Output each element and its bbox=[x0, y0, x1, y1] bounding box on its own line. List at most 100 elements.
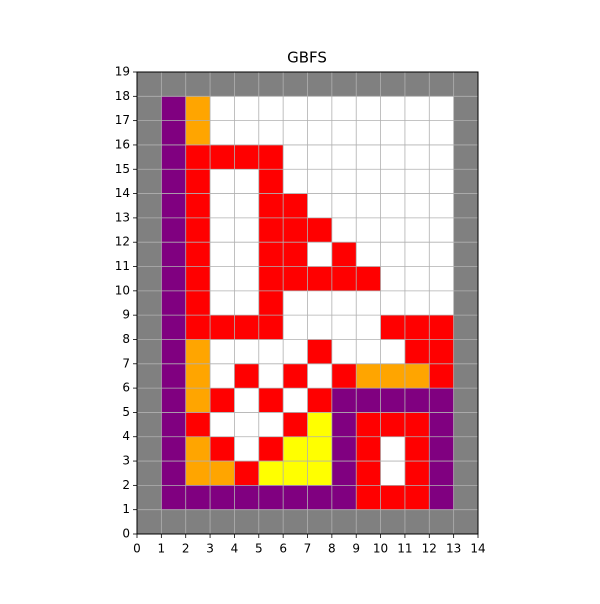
y-tick-label: 5 bbox=[122, 405, 130, 419]
cell bbox=[331, 339, 357, 364]
cell bbox=[453, 388, 478, 413]
cell bbox=[210, 363, 235, 389]
cell bbox=[380, 412, 405, 437]
cell bbox=[161, 72, 186, 97]
cell bbox=[161, 412, 186, 437]
cell bbox=[356, 72, 381, 97]
cell bbox=[137, 266, 162, 291]
cell bbox=[307, 217, 332, 243]
cell bbox=[307, 144, 332, 170]
cell bbox=[137, 144, 162, 170]
y-tick-label: 2 bbox=[122, 478, 130, 492]
cell bbox=[429, 436, 454, 462]
y-tick-label: 11 bbox=[115, 259, 130, 273]
cell bbox=[356, 436, 381, 462]
cell bbox=[404, 412, 430, 437]
y-tick-label: 0 bbox=[122, 527, 130, 541]
cell bbox=[404, 388, 430, 413]
cell bbox=[234, 509, 259, 534]
cell bbox=[185, 339, 211, 364]
cell bbox=[185, 144, 211, 170]
cell bbox=[307, 388, 332, 413]
cell bbox=[234, 339, 259, 364]
cell bbox=[380, 290, 405, 316]
cell bbox=[331, 315, 357, 340]
cell bbox=[331, 266, 357, 291]
cell bbox=[307, 242, 332, 267]
cell bbox=[453, 193, 478, 218]
cell bbox=[185, 193, 211, 218]
cell bbox=[185, 485, 211, 510]
cell bbox=[258, 436, 284, 462]
cell bbox=[258, 363, 284, 389]
cell bbox=[404, 509, 430, 534]
cell bbox=[307, 461, 332, 486]
cell bbox=[234, 485, 259, 510]
cell bbox=[453, 144, 478, 170]
cell bbox=[161, 485, 186, 510]
cell bbox=[283, 120, 308, 145]
x-tick-label: 10 bbox=[373, 542, 388, 556]
y-tick-label: 14 bbox=[115, 186, 130, 200]
cell bbox=[331, 363, 357, 389]
cell bbox=[380, 339, 405, 364]
cell bbox=[210, 242, 235, 267]
cell bbox=[356, 217, 381, 243]
cell bbox=[234, 217, 259, 243]
cell bbox=[404, 266, 430, 291]
cell bbox=[137, 461, 162, 486]
cell bbox=[283, 315, 308, 340]
cell bbox=[429, 193, 454, 218]
y-tick-label: 18 bbox=[115, 89, 130, 103]
cell bbox=[137, 217, 162, 243]
cell bbox=[283, 193, 308, 218]
cell bbox=[356, 412, 381, 437]
cell bbox=[380, 242, 405, 267]
cell bbox=[137, 120, 162, 145]
cell bbox=[234, 363, 259, 389]
cell bbox=[137, 72, 162, 97]
cell bbox=[234, 315, 259, 340]
cell bbox=[258, 169, 284, 194]
cell bbox=[137, 96, 162, 121]
x-tick-label: 9 bbox=[352, 542, 360, 556]
cell bbox=[429, 169, 454, 194]
cell bbox=[429, 96, 454, 121]
y-tick-label: 12 bbox=[115, 235, 130, 249]
cell bbox=[453, 96, 478, 121]
cell bbox=[283, 436, 308, 462]
x-tick-label: 0 bbox=[133, 542, 141, 556]
cell bbox=[210, 339, 235, 364]
x-tick-label: 4 bbox=[231, 542, 239, 556]
cell bbox=[185, 120, 211, 145]
cell bbox=[404, 193, 430, 218]
cell bbox=[404, 485, 430, 510]
cell bbox=[356, 144, 381, 170]
cell bbox=[307, 266, 332, 291]
cell bbox=[258, 120, 284, 145]
cell bbox=[356, 96, 381, 121]
cell bbox=[380, 436, 405, 462]
cell bbox=[380, 388, 405, 413]
cell bbox=[185, 509, 211, 534]
cell bbox=[380, 193, 405, 218]
cell bbox=[453, 120, 478, 145]
cell bbox=[161, 217, 186, 243]
cell bbox=[161, 290, 186, 316]
x-tick-label: 13 bbox=[446, 542, 461, 556]
cell bbox=[429, 144, 454, 170]
cell bbox=[453, 290, 478, 316]
cell bbox=[356, 193, 381, 218]
cell bbox=[429, 315, 454, 340]
cell bbox=[429, 290, 454, 316]
cell bbox=[453, 72, 478, 97]
y-tick-label: 9 bbox=[122, 308, 130, 322]
cell bbox=[453, 217, 478, 243]
cell bbox=[307, 315, 332, 340]
cell bbox=[380, 485, 405, 510]
cell bbox=[307, 509, 332, 534]
cell bbox=[234, 242, 259, 267]
cell bbox=[210, 509, 235, 534]
cell bbox=[210, 266, 235, 291]
cell bbox=[356, 461, 381, 486]
